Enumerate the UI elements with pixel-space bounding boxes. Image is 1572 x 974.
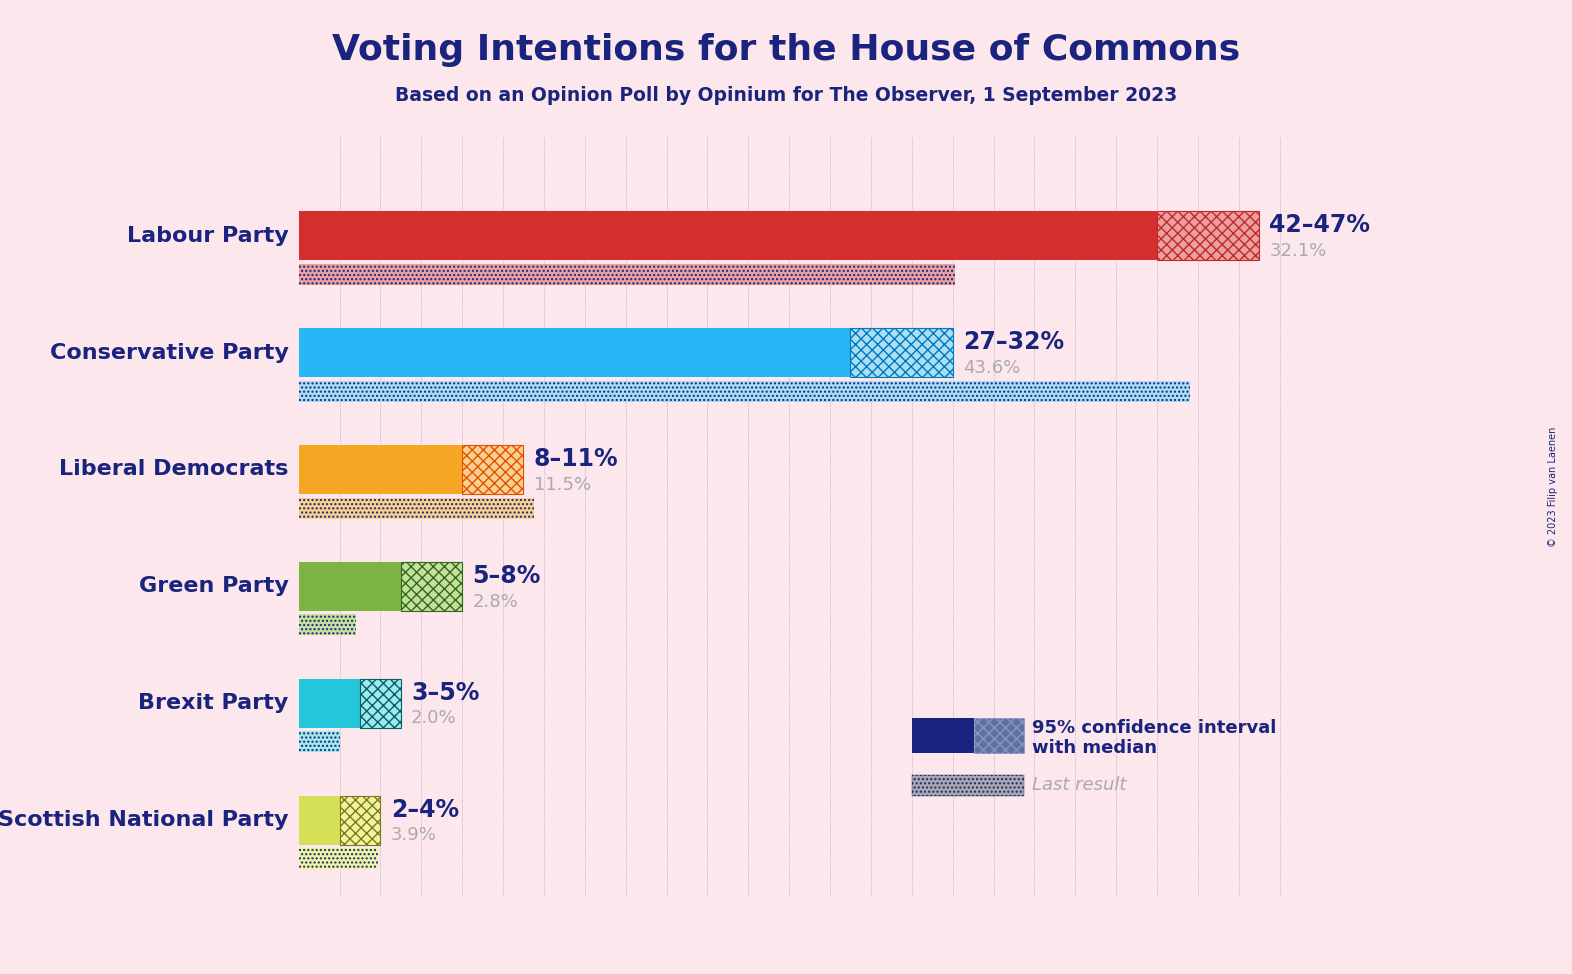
Bar — [299, 328, 850, 377]
Text: 42–47%: 42–47% — [1270, 213, 1371, 238]
Bar — [299, 381, 1190, 401]
Text: 95% confidence interval: 95% confidence interval — [1033, 719, 1276, 736]
Bar — [299, 445, 462, 494]
Bar — [912, 774, 1025, 796]
Text: Last result: Last result — [1033, 776, 1127, 794]
Bar — [912, 719, 973, 754]
Text: Based on an Opinion Poll by Opinium for The Observer, 1 September 2023: Based on an Opinion Poll by Opinium for … — [395, 86, 1177, 105]
Text: © 2023 Filip van Laenen: © 2023 Filip van Laenen — [1548, 427, 1558, 547]
Text: Labour Party: Labour Party — [127, 226, 289, 245]
Text: 2.8%: 2.8% — [472, 592, 519, 611]
Bar — [462, 445, 523, 494]
Bar — [299, 731, 340, 752]
Text: 5–8%: 5–8% — [472, 564, 541, 588]
Bar — [299, 381, 1190, 401]
Text: 32.1%: 32.1% — [1270, 242, 1327, 260]
Bar — [299, 615, 355, 635]
Bar — [299, 848, 379, 869]
Text: Voting Intentions for the House of Commons: Voting Intentions for the House of Commo… — [332, 33, 1240, 67]
Text: 3.9%: 3.9% — [391, 826, 437, 844]
Bar — [299, 264, 954, 284]
Text: 8–11%: 8–11% — [534, 447, 618, 471]
Bar — [299, 211, 1157, 260]
Bar — [299, 498, 534, 518]
Bar — [973, 719, 1025, 754]
Bar — [299, 679, 360, 728]
Text: 2.0%: 2.0% — [412, 709, 457, 728]
Bar — [340, 796, 380, 844]
Bar — [401, 562, 462, 611]
Bar — [360, 679, 401, 728]
Text: Green Party: Green Party — [138, 577, 289, 596]
Bar — [850, 328, 953, 377]
Text: 11.5%: 11.5% — [534, 475, 591, 494]
Text: Brexit Party: Brexit Party — [138, 693, 289, 713]
Bar — [299, 615, 355, 635]
Text: Scottish National Party: Scottish National Party — [0, 810, 289, 830]
Bar — [299, 562, 401, 611]
Bar — [299, 264, 954, 284]
Bar — [299, 498, 534, 518]
Text: 2–4%: 2–4% — [391, 798, 459, 822]
Text: with median: with median — [1033, 738, 1157, 757]
Bar — [299, 796, 340, 844]
Text: 3–5%: 3–5% — [412, 681, 479, 705]
Bar — [299, 848, 379, 869]
Text: Conservative Party: Conservative Party — [50, 343, 289, 362]
Text: 27–32%: 27–32% — [962, 330, 1064, 355]
Bar — [1157, 211, 1259, 260]
Text: 43.6%: 43.6% — [962, 358, 1020, 377]
Text: Liberal Democrats: Liberal Democrats — [60, 460, 289, 479]
Bar — [299, 731, 340, 752]
